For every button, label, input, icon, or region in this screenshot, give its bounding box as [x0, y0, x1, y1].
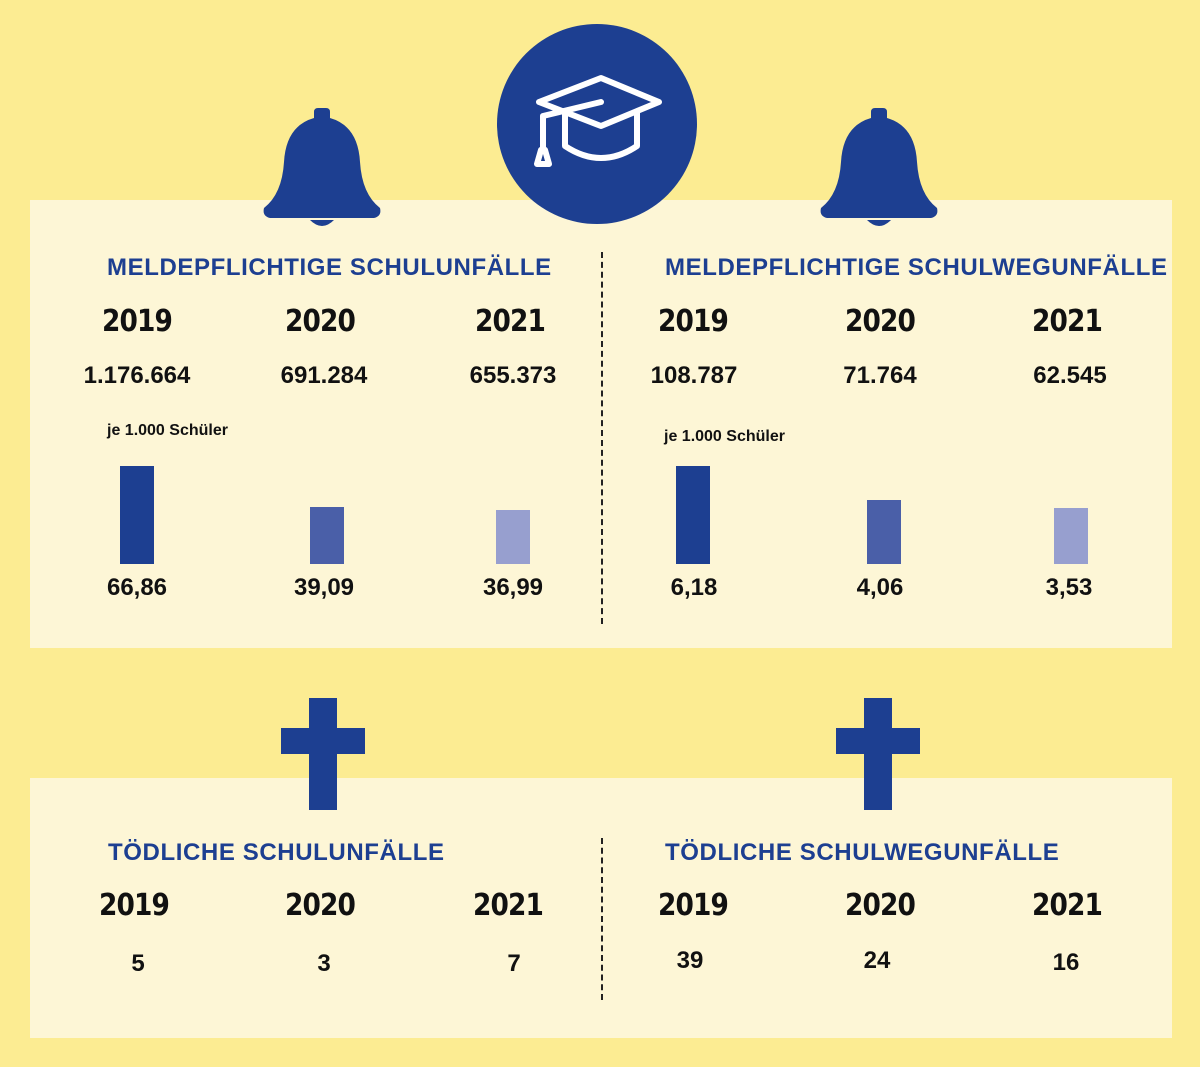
- bar-value-label: 4,06: [856, 574, 904, 601]
- heading-toedliche-schulwegunfaelle: TÖDLICHE SCHULWEGUNFÄLLE: [665, 839, 1060, 866]
- per-1000-note: je 1.000 Schüler: [664, 428, 785, 445]
- year-label: 2021: [473, 888, 544, 923]
- total-value: 108.787: [650, 362, 738, 389]
- bar-2020: [310, 506, 344, 564]
- bell-icon: [820, 108, 938, 226]
- year-label: 2020: [845, 304, 916, 339]
- bar-2020: [867, 499, 901, 564]
- total-value: 655.373: [469, 362, 557, 389]
- heading-schulunfaelle: MELDEPFLICHTIGE SCHULUNFÄLLE: [107, 254, 552, 281]
- year-label: 2019: [99, 888, 170, 923]
- graduation-cap-icon: [497, 24, 697, 224]
- top-divider: [601, 252, 603, 624]
- bar-2019: [120, 466, 154, 564]
- year-label: 2021: [475, 304, 546, 339]
- bar-2021: [496, 509, 530, 564]
- bar-value-label: 6,18: [670, 574, 718, 601]
- fatal-value: 5: [131, 950, 145, 977]
- year-label: 2020: [285, 304, 356, 339]
- year-label: 2019: [658, 888, 729, 923]
- heading-toedliche-schulunfaelle: TÖDLICHE SCHULUNFÄLLE: [108, 839, 445, 866]
- fatal-value: 3: [317, 950, 331, 977]
- heading-schulwegunfaelle: MELDEPFLICHTIGE SCHULWEGUNFÄLLE: [665, 254, 1168, 281]
- bell-icon: [263, 108, 381, 226]
- fatal-value: 39: [676, 947, 704, 974]
- year-label: 2021: [1032, 304, 1103, 339]
- year-label: 2020: [845, 888, 916, 923]
- total-value: 62.545: [1033, 362, 1107, 389]
- bar-2021: [1054, 508, 1088, 564]
- bar-value-label: 66,86: [106, 574, 168, 601]
- total-value: 691.284: [280, 362, 368, 389]
- total-value: 1.176.664: [83, 362, 191, 389]
- bar-value-label: 36,99: [482, 574, 544, 601]
- bar-value-label: 39,09: [293, 574, 355, 601]
- year-label: 2019: [102, 304, 173, 339]
- year-label: 2019: [658, 304, 729, 339]
- fatal-value: 16: [1052, 949, 1080, 976]
- year-label: 2021: [1032, 888, 1103, 923]
- cross-icon: [836, 698, 920, 810]
- total-value: 71.764: [843, 362, 917, 389]
- year-label: 2020: [285, 888, 356, 923]
- cross-icon: [281, 698, 365, 810]
- bar-2019: [676, 466, 710, 564]
- fatal-value: 7: [507, 950, 521, 977]
- fatal-value: 24: [863, 947, 891, 974]
- per-1000-note: je 1.000 Schüler: [107, 422, 228, 439]
- bottom-divider: [601, 838, 603, 1000]
- bar-value-label: 3,53: [1045, 574, 1093, 601]
